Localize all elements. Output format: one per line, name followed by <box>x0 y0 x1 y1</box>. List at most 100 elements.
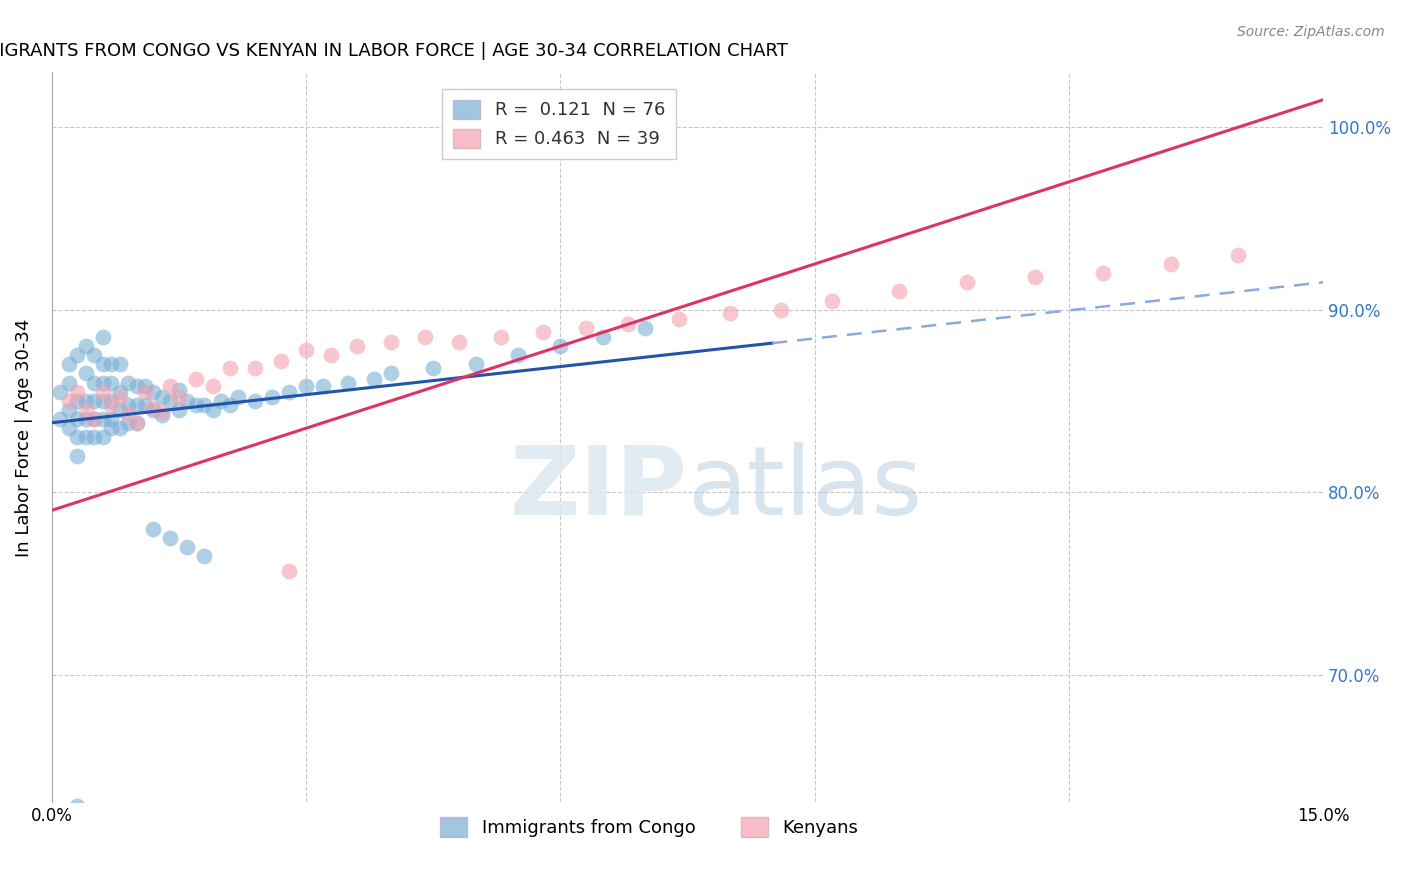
Point <box>1227 248 1250 262</box>
Point <box>718 306 741 320</box>
Point <box>58 403 80 417</box>
Point <box>820 293 842 308</box>
Point <box>75 367 97 381</box>
Text: IMMIGRANTS FROM CONGO VS KENYAN IN LABOR FORCE | AGE 30-34 CORRELATION CHART: IMMIGRANTS FROM CONGO VS KENYAN IN LABOR… <box>0 42 787 60</box>
Point <box>506 348 529 362</box>
Point <box>142 403 165 417</box>
Point <box>142 384 165 399</box>
Point <box>956 275 979 289</box>
Point <box>413 330 436 344</box>
Point <box>184 372 207 386</box>
Point <box>193 397 215 411</box>
Point <box>193 549 215 563</box>
Point <box>108 384 131 399</box>
Point <box>218 397 240 411</box>
Point <box>218 361 240 376</box>
Text: ZIP: ZIP <box>509 442 688 535</box>
Point <box>75 339 97 353</box>
Point <box>447 335 470 350</box>
Point <box>125 397 148 411</box>
Point <box>49 384 72 399</box>
Point <box>108 403 131 417</box>
Point <box>66 384 89 399</box>
Point <box>634 321 657 335</box>
Point <box>346 339 368 353</box>
Point <box>150 390 173 404</box>
Point <box>100 421 122 435</box>
Point <box>100 393 122 408</box>
Point <box>184 397 207 411</box>
Point <box>321 348 343 362</box>
Point <box>83 393 105 408</box>
Point <box>91 393 114 408</box>
Point <box>75 430 97 444</box>
Point <box>142 522 165 536</box>
Point <box>83 376 105 390</box>
Point <box>134 397 156 411</box>
Point <box>422 361 444 376</box>
Point <box>75 393 97 408</box>
Point <box>108 357 131 371</box>
Point <box>150 409 173 423</box>
Point <box>91 357 114 371</box>
Point <box>243 393 266 408</box>
Point <box>380 367 402 381</box>
Point <box>337 376 360 390</box>
Legend: Immigrants from Congo, Kenyans: Immigrants from Congo, Kenyans <box>433 810 866 845</box>
Point <box>117 397 139 411</box>
Point <box>489 330 512 344</box>
Point <box>58 805 80 819</box>
Point <box>66 393 89 408</box>
Point <box>575 321 598 335</box>
Point <box>295 379 318 393</box>
Point <box>1024 269 1046 284</box>
Point <box>167 390 190 404</box>
Point <box>58 376 80 390</box>
Text: Source: ZipAtlas.com: Source: ZipAtlas.com <box>1237 25 1385 39</box>
Text: atlas: atlas <box>688 442 922 535</box>
Point <box>134 379 156 393</box>
Point <box>108 421 131 435</box>
Point <box>769 302 792 317</box>
Point <box>159 379 181 393</box>
Point <box>66 449 89 463</box>
Point <box>278 384 301 399</box>
Point <box>209 393 232 408</box>
Point <box>201 403 224 417</box>
Point <box>91 430 114 444</box>
Point <box>83 430 105 444</box>
Point <box>201 379 224 393</box>
Point <box>167 383 190 397</box>
Point <box>66 412 89 426</box>
Point <box>531 325 554 339</box>
Point <box>550 339 572 353</box>
Point <box>125 416 148 430</box>
Point <box>278 564 301 578</box>
Point <box>262 390 284 404</box>
Point <box>58 421 80 435</box>
Point <box>295 343 318 357</box>
Point <box>668 311 690 326</box>
Point <box>91 330 114 344</box>
Point <box>83 412 105 426</box>
Point <box>380 335 402 350</box>
Point <box>100 376 122 390</box>
Point <box>83 412 105 426</box>
Point <box>91 376 114 390</box>
Point <box>167 403 190 417</box>
Point <box>100 412 122 426</box>
Point <box>243 361 266 376</box>
Point <box>159 393 181 408</box>
Point <box>58 393 80 408</box>
Point <box>312 379 335 393</box>
Point <box>125 416 148 430</box>
Point <box>117 407 139 421</box>
Point <box>108 390 131 404</box>
Point <box>159 531 181 545</box>
Point <box>464 357 486 371</box>
Point <box>100 397 122 411</box>
Point <box>889 285 911 299</box>
Point <box>176 393 198 408</box>
Point <box>66 798 89 813</box>
Point <box>1160 257 1182 271</box>
